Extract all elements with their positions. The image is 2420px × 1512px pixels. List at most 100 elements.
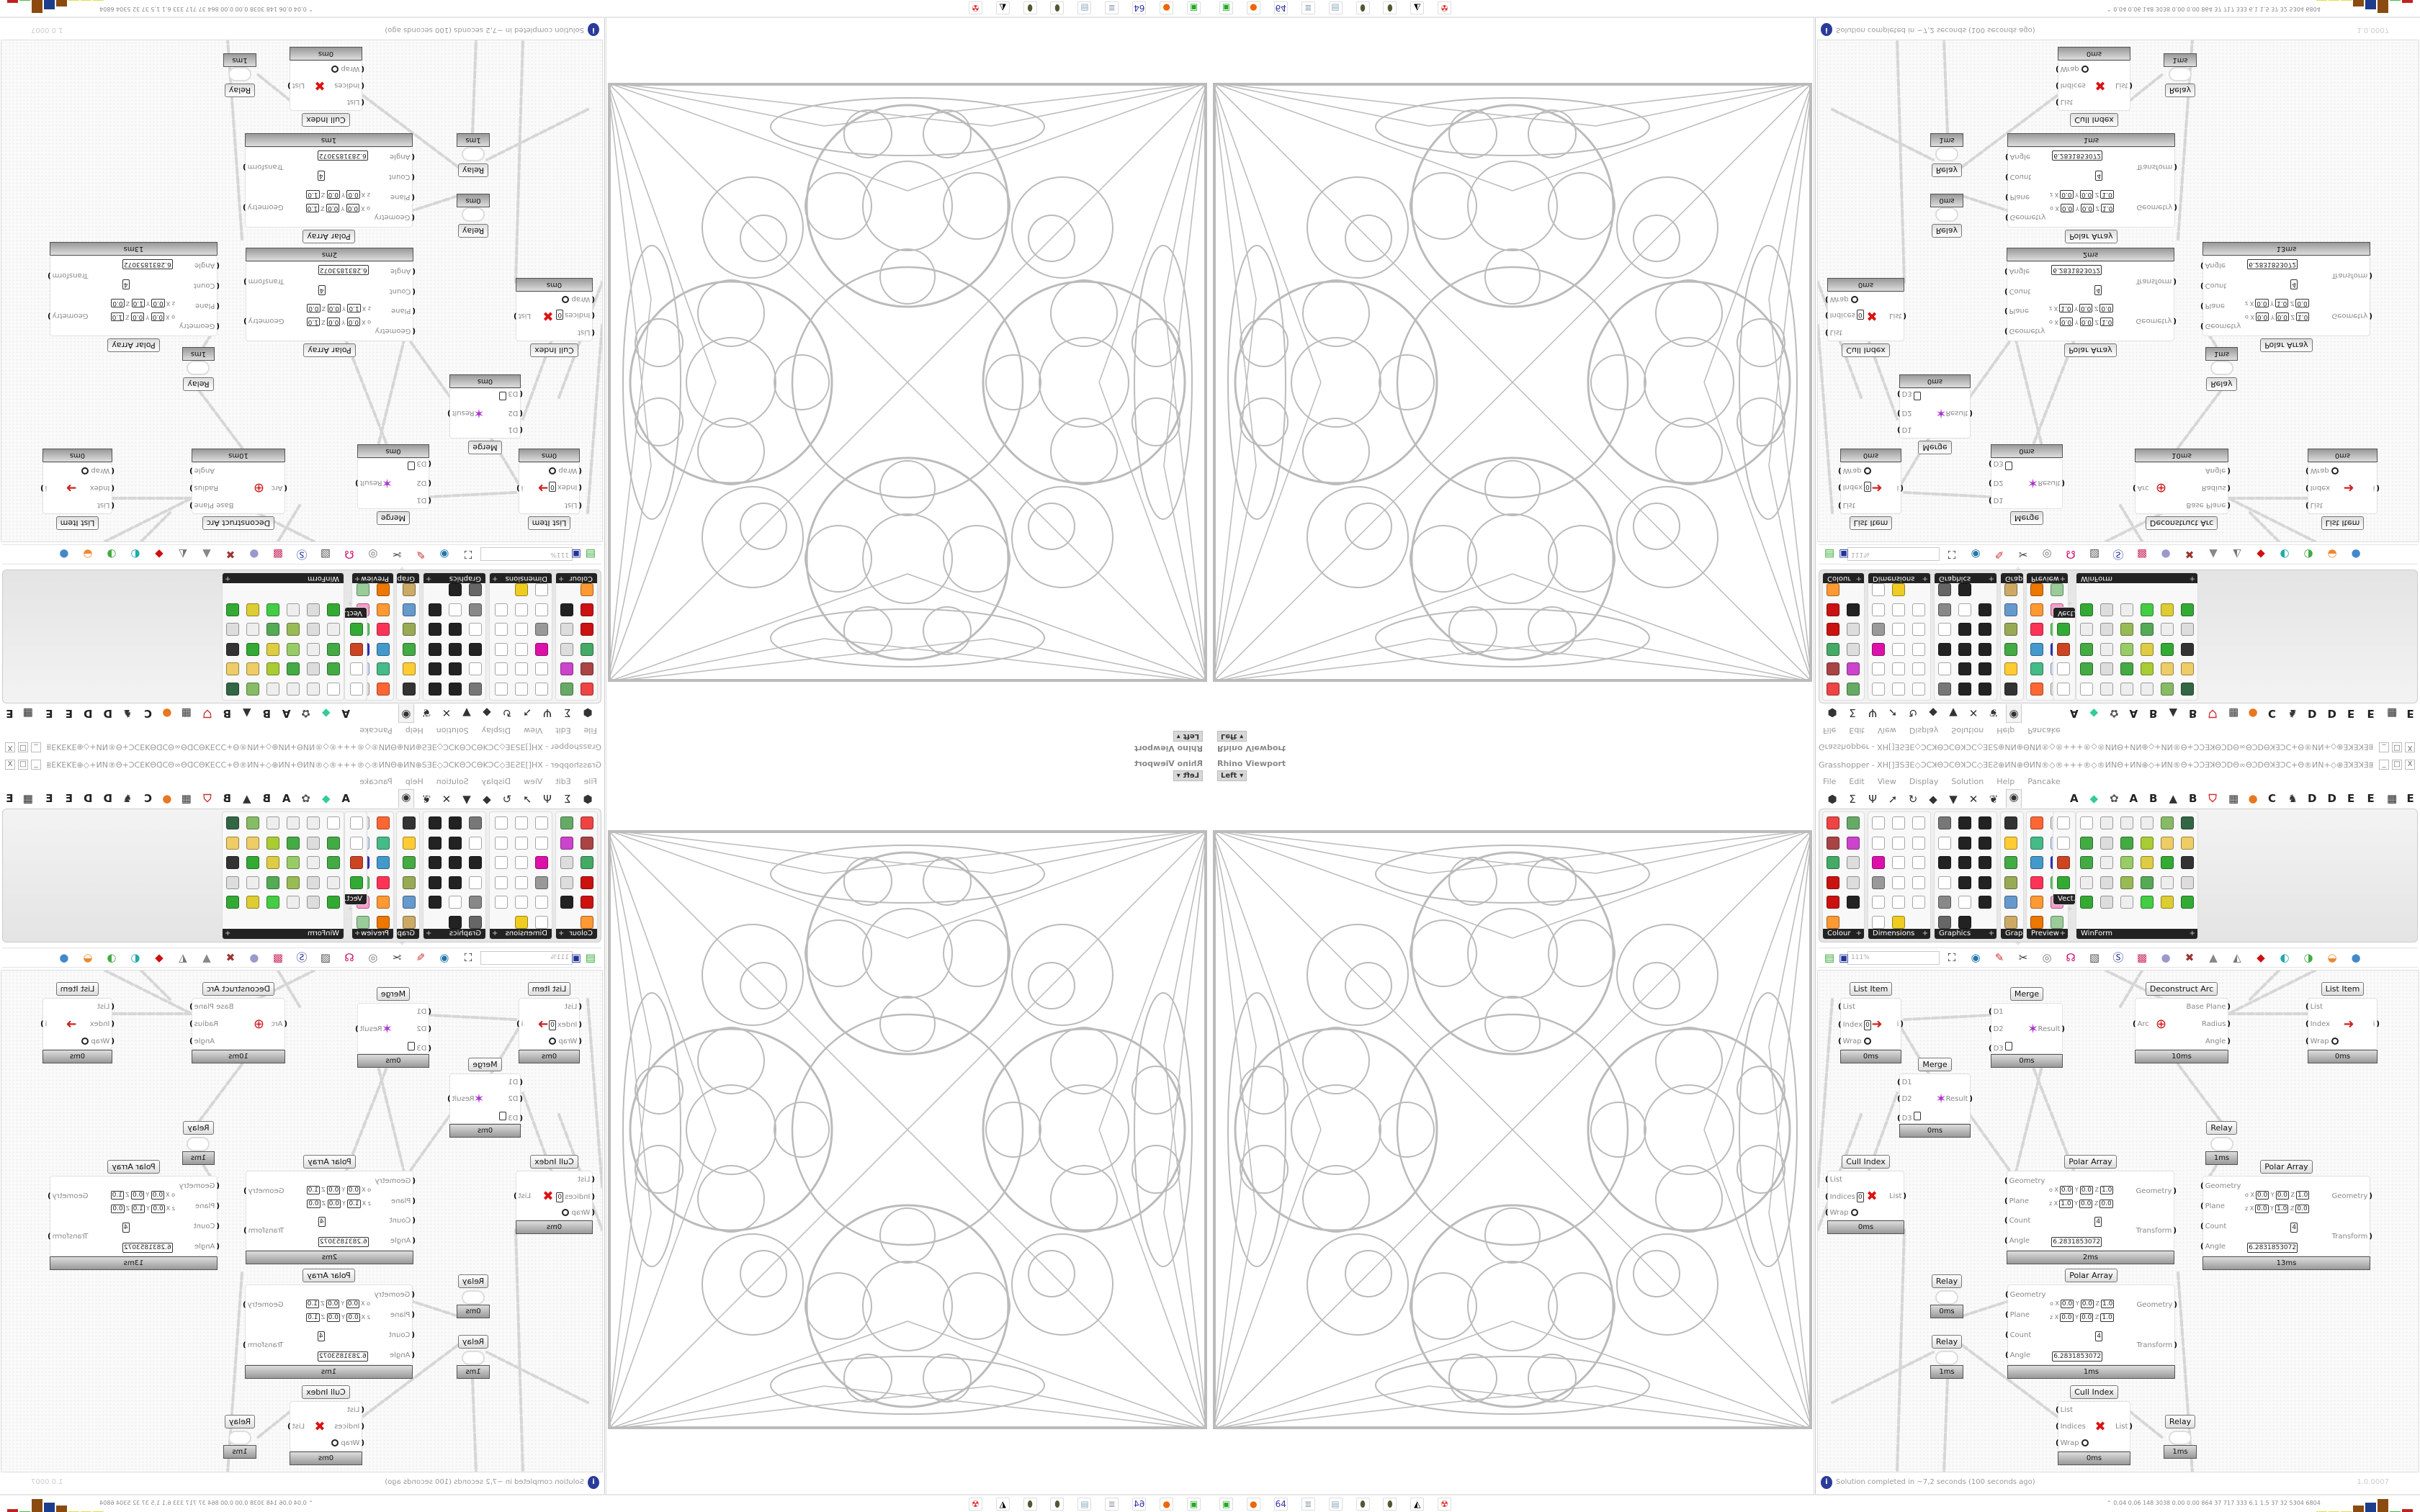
wire[interactable] [403, 1102, 460, 1181]
component-icon[interactable] [1827, 816, 1839, 829]
input-arc[interactable]: Arc [271, 1020, 287, 1029]
input-value[interactable]: 6.2831853072 [2052, 150, 2103, 161]
component-icon[interactable] [226, 836, 239, 850]
component-icon[interactable] [535, 816, 548, 829]
input-geometry[interactable]: Geometry [2005, 1291, 2046, 1300]
mesh-tab-icon[interactable]: ▼ [462, 793, 471, 806]
beetle-1-icon[interactable]: ⬮ [1050, 1, 1065, 14]
merge-component[interactable]: MergeD1D2D3Result✶0ms [357, 444, 429, 525]
component-icon[interactable] [495, 662, 508, 676]
input-geometry[interactable]: Geometry [2200, 321, 2241, 330]
component-icon[interactable] [2120, 836, 2133, 850]
component-icon[interactable] [1912, 623, 1925, 636]
component-title[interactable]: Polar Array [302, 230, 355, 243]
plane-z-z[interactable]: 1.0 [2100, 190, 2114, 199]
plugin-tab[interactable]: B [262, 707, 271, 720]
input-geometry[interactable]: Geometry [375, 1291, 415, 1300]
wire[interactable] [361, 1344, 460, 1418]
input-value[interactable]: 4 [2290, 279, 2298, 289]
component-icon[interactable] [403, 683, 416, 696]
component-title[interactable]: Deconstruct Arc [2145, 516, 2218, 530]
input-geometry[interactable]: Geometry [2005, 212, 2046, 221]
input-value[interactable]: 0 [1864, 482, 1871, 492]
sketch-icon[interactable]: ✎ [1994, 548, 2004, 561]
cull-index-component[interactable]: Cull IndexListIndices0WrapList✖0ms [1827, 278, 1904, 357]
output-base-plane[interactable]: Base Plane [189, 500, 234, 509]
notepad-icon[interactable]: ▤ [1077, 1498, 1092, 1511]
component-icon[interactable] [2080, 836, 2093, 850]
plane-o-y[interactable]: 0.0 [2080, 1300, 2094, 1308]
notepad-scroll-icon[interactable]: ≣ [1301, 1, 1315, 14]
plane-z-x[interactable]: 0.0 [346, 1313, 360, 1322]
input-geometry[interactable]: Geometry [179, 1182, 220, 1191]
plugin-tab[interactable]: C [2268, 707, 2277, 720]
component-icon[interactable] [2181, 836, 2194, 850]
wire[interactable] [514, 40, 524, 284]
curve-tab-icon[interactable]: ↻ [1908, 706, 1918, 719]
component-icon[interactable] [2120, 683, 2133, 696]
menu-help[interactable]: Help [405, 777, 424, 786]
component-icon[interactable] [2057, 816, 2070, 829]
input-plane[interactable]: Plane [390, 1311, 415, 1320]
wrap-toggle-icon[interactable] [2331, 467, 2339, 474]
zoom-extents-icon[interactable]: ⛶ [1948, 951, 1956, 964]
panel-label[interactable]: Graphics [424, 929, 485, 939]
component-icon[interactable] [1827, 662, 1839, 676]
maximize-button[interactable]: □ [18, 760, 28, 770]
component-icon[interactable] [2080, 662, 2093, 676]
output-radius[interactable]: Radius [2202, 483, 2231, 492]
plugin-tab[interactable]: ✿ [2110, 792, 2119, 805]
plugin-tab[interactable]: ● [2248, 792, 2258, 805]
plane-o-x[interactable]: 0.0 [2059, 1186, 2074, 1194]
panel-label[interactable]: WinForm [223, 929, 344, 939]
component-icon[interactable] [307, 623, 320, 636]
component-icon[interactable] [2120, 896, 2133, 909]
input-indices[interactable]: Indices [2056, 81, 2086, 89]
component-icon[interactable] [1978, 603, 1991, 616]
component-title[interactable]: Relay [183, 1121, 214, 1135]
component-icon[interactable] [2141, 896, 2154, 909]
green-shape-icon[interactable]: ◑ [107, 548, 117, 561]
rhino-viewport[interactable] [1213, 83, 1812, 682]
plane-o-z[interactable]: 1.0 [110, 312, 124, 321]
save-64-icon[interactable]: 64 [1273, 1, 1288, 14]
component-icon[interactable] [515, 662, 528, 676]
component-icon[interactable] [449, 583, 462, 597]
beetle-1-icon[interactable]: ⬮ [1355, 1, 1370, 14]
menu-display[interactable]: Display [1909, 777, 1939, 786]
input-plane[interactable]: Plane [391, 306, 416, 315]
component-icon[interactable] [377, 583, 390, 597]
output-geometry[interactable]: Geometry [48, 311, 89, 320]
wire[interactable] [255, 72, 294, 104]
input-value[interactable]: 0 [1864, 1020, 1871, 1030]
component-title[interactable]: List Item [2321, 516, 2365, 530]
component-icon[interactable] [2051, 915, 2063, 929]
plane-z-y[interactable]: 1.0 [131, 1205, 145, 1213]
component-icon[interactable] [2080, 683, 2093, 696]
component-icon[interactable] [1827, 856, 1839, 869]
input-list[interactable]: List [578, 1176, 595, 1184]
pancake-icon[interactable]: ◎ [2042, 951, 2052, 964]
plane-o-z[interactable]: 1.0 [305, 1300, 319, 1308]
component-title[interactable]: Relay [1931, 163, 1963, 177]
component-icon[interactable] [226, 643, 239, 656]
component-icon[interactable] [226, 662, 239, 676]
panel-label[interactable]: Preview [2027, 573, 2068, 583]
plane-o-x[interactable]: 0.0 [346, 1186, 361, 1194]
doc-icon[interactable]: ▧ [2089, 548, 2100, 561]
plane-o-x[interactable]: 0.0 [346, 1300, 360, 1308]
component-icon[interactable] [535, 583, 548, 597]
plane-o-z[interactable]: 1.0 [2101, 204, 2115, 212]
bell-icon[interactable]: ▲ [2209, 951, 2218, 964]
open-file-icon[interactable]: ▤ [1824, 951, 1835, 964]
component-icon[interactable] [2181, 662, 2194, 676]
output-result[interactable]: Result [447, 408, 475, 417]
panel-label[interactable]: Colour [1823, 929, 1864, 939]
wire[interactable] [2126, 1408, 2165, 1440]
panel-label[interactable]: Vect... [2053, 894, 2080, 914]
